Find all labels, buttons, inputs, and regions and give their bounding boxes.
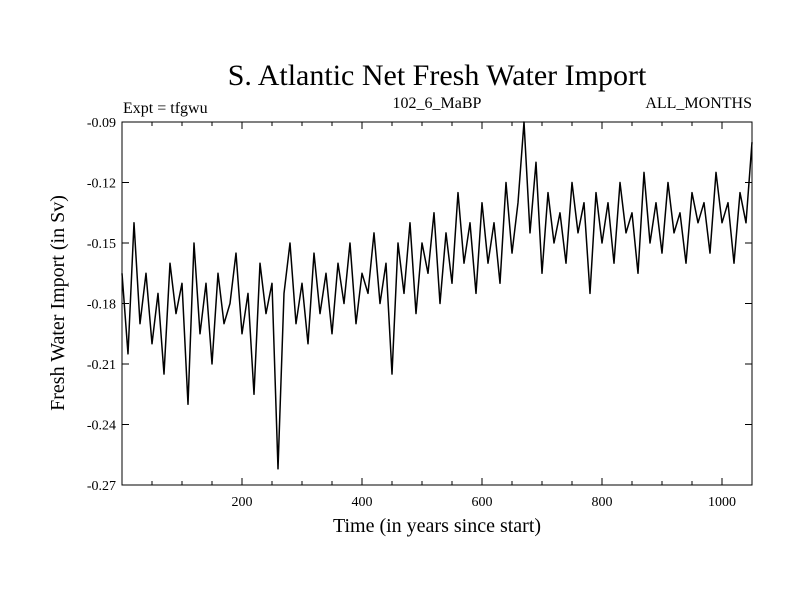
series-line	[121, 121, 753, 470]
subtitle-center: 102_6_MaBP	[393, 95, 482, 112]
y-tick-label: -0.24	[87, 419, 116, 434]
y-axis: -0.09 -0.12 -0.15 -0.18 -0.21 -0.24 -0.27	[87, 116, 752, 494]
x-tick-label: 800	[592, 495, 613, 510]
x-tick-label: 200	[232, 495, 253, 510]
series-layer	[121, 121, 753, 470]
x-tick-label: 1000	[708, 495, 736, 510]
y-tick-label: -0.12	[87, 177, 116, 192]
x-axis: 200 400 600 800 1000	[151, 122, 753, 510]
chart-title: S. Atlantic Net Fresh Water Import	[228, 59, 647, 92]
y-axis-label: Fresh Water Import (in Sv)	[47, 195, 69, 411]
x-axis-label: Time (in years since start)	[333, 515, 541, 537]
y-tick-label: -0.15	[87, 237, 116, 252]
y-tick-label: -0.27	[87, 479, 116, 494]
x-tick-label: 600	[472, 495, 493, 510]
y-tick-label: -0.21	[87, 358, 116, 373]
x-tick-label: 400	[352, 495, 373, 510]
subtitle-left: Expt = tfgwu	[123, 100, 208, 117]
y-tick-label: -0.09	[87, 116, 116, 131]
y-tick-label: -0.18	[87, 298, 116, 313]
subtitle-right: ALL_MONTHS	[645, 95, 752, 112]
